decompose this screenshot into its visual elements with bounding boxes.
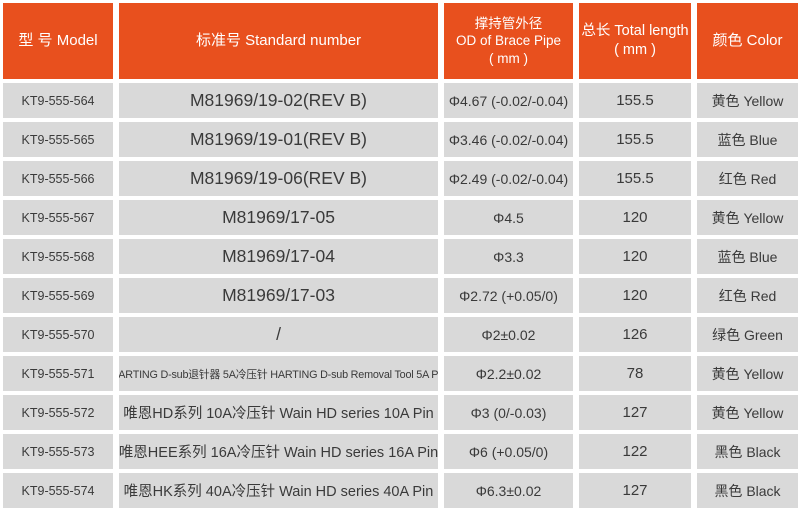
cell-model: KT9-555-565 bbox=[3, 122, 113, 157]
cell-model: KT9-555-564 bbox=[3, 83, 113, 118]
cell-standard-number: 唯恩HK系列 40A冷压针 Wain HD series 40A Pin bbox=[119, 473, 438, 508]
cell-model: KT9-555-570 bbox=[3, 317, 113, 352]
cell-color: 蓝色 Blue bbox=[697, 122, 798, 157]
cell-total-length: 155.5 bbox=[579, 161, 691, 196]
cell-standard-number: HARTING D-sub退针器 5A冷压针 HARTING D-sub Rem… bbox=[119, 356, 438, 391]
cell-standard-number: M81969/19-06(REV B) bbox=[119, 161, 438, 196]
cell-model: KT9-555-571 bbox=[3, 356, 113, 391]
cell-od-brace-pipe: Φ2.72 (+0.05/0) bbox=[444, 278, 573, 313]
cell-total-length: 120 bbox=[579, 239, 691, 274]
cell-od-brace-pipe: Φ3.46 (-0.02/-0.04) bbox=[444, 122, 573, 157]
cell-standard-number: 唯恩HEE系列 16A冷压针 Wain HD series 16A Pin bbox=[119, 434, 438, 469]
cell-standard-number: M81969/17-03 bbox=[119, 278, 438, 313]
cell-model: KT9-555-566 bbox=[3, 161, 113, 196]
cell-model: KT9-555-567 bbox=[3, 200, 113, 235]
cell-color: 红色 Red bbox=[697, 278, 798, 313]
cell-total-length: 120 bbox=[579, 278, 691, 313]
cell-standard-number: M81969/19-02(REV B) bbox=[119, 83, 438, 118]
cell-od-brace-pipe: Φ3.3 bbox=[444, 239, 573, 274]
cell-color: 黄色 Yellow bbox=[697, 356, 798, 391]
cell-color: 黄色 Yellow bbox=[697, 83, 798, 118]
header-od-line1: 撑持管外径 bbox=[474, 15, 543, 31]
cell-od-brace-pipe: Φ3 (0/-0.03) bbox=[444, 395, 573, 430]
cell-color: 黑色 Black bbox=[697, 473, 798, 508]
header-total-length: 总长 Total length ( mm ) bbox=[579, 3, 691, 79]
cell-od-brace-pipe: Φ6 (+0.05/0) bbox=[444, 434, 573, 469]
header-color: 颜色 Color bbox=[697, 3, 798, 79]
cell-model: KT9-555-573 bbox=[3, 434, 113, 469]
cell-color: 黄色 Yellow bbox=[697, 395, 798, 430]
cell-color: 绿色 Green bbox=[697, 317, 798, 352]
cell-total-length: 155.5 bbox=[579, 83, 691, 118]
cell-color: 黄色 Yellow bbox=[697, 200, 798, 235]
header-od-brace-pipe: 撑持管外径 OD of Brace Pipe ( mm ) bbox=[444, 3, 573, 79]
cell-total-length: 127 bbox=[579, 473, 691, 508]
cell-color: 黑色 Black bbox=[697, 434, 798, 469]
cell-standard-number: M81969/17-04 bbox=[119, 239, 438, 274]
header-total-length-line2: ( mm ) bbox=[614, 42, 656, 58]
header-model: 型 号 Model bbox=[3, 3, 113, 79]
cell-standard-number: / bbox=[119, 317, 438, 352]
cell-od-brace-pipe: Φ2±0.02 bbox=[444, 317, 573, 352]
cell-total-length: 78 bbox=[579, 356, 691, 391]
cell-od-brace-pipe: Φ4.5 bbox=[444, 200, 573, 235]
cell-od-brace-pipe: Φ2.49 (-0.02/-0.04) bbox=[444, 161, 573, 196]
cell-od-brace-pipe: Φ2.2±0.02 bbox=[444, 356, 573, 391]
header-standard-number: 标准号 Standard number bbox=[119, 3, 438, 79]
cell-standard-number: 唯恩HD系列 10A冷压针 Wain HD series 10A Pin bbox=[119, 395, 438, 430]
cell-total-length: 126 bbox=[579, 317, 691, 352]
cell-standard-number: M81969/19-01(REV B) bbox=[119, 122, 438, 157]
cell-total-length: 120 bbox=[579, 200, 691, 235]
cell-model: KT9-555-572 bbox=[3, 395, 113, 430]
cell-total-length: 155.5 bbox=[579, 122, 691, 157]
cell-total-length: 122 bbox=[579, 434, 691, 469]
header-od-line2: OD of Brace Pipe bbox=[455, 33, 562, 49]
spec-table-grid: 型 号 Model 标准号 Standard number 撑持管外径 OD o… bbox=[3, 3, 798, 508]
cell-model: KT9-555-569 bbox=[3, 278, 113, 313]
header-od-line3: ( mm ) bbox=[489, 50, 528, 66]
header-total-length-line1: 总长 Total length bbox=[581, 23, 689, 40]
cell-color: 红色 Red bbox=[697, 161, 798, 196]
cell-color: 蓝色 Blue bbox=[697, 239, 798, 274]
cell-model: KT9-555-574 bbox=[3, 473, 113, 508]
cell-od-brace-pipe: Φ6.3±0.02 bbox=[444, 473, 573, 508]
cell-standard-number: M81969/17-05 bbox=[119, 200, 438, 235]
cell-model: KT9-555-568 bbox=[3, 239, 113, 274]
cell-total-length: 127 bbox=[579, 395, 691, 430]
cell-od-brace-pipe: Φ4.67 (-0.02/-0.04) bbox=[444, 83, 573, 118]
